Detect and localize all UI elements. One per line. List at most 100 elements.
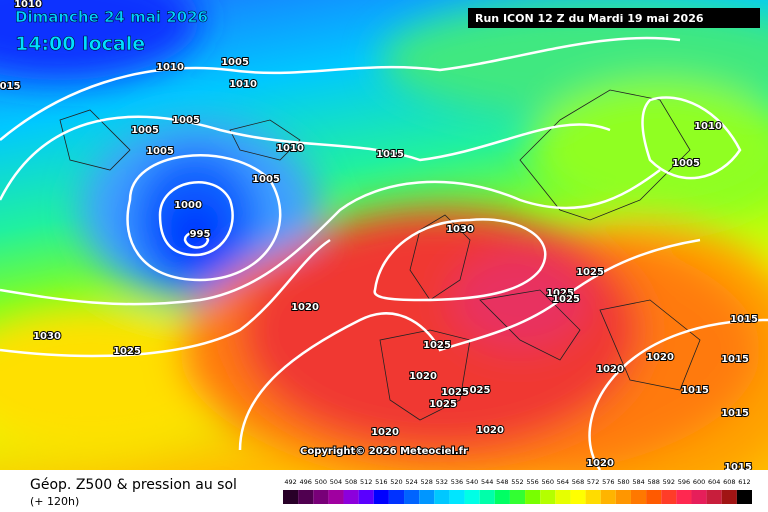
isobar-label: 1015 bbox=[376, 149, 404, 160]
isobar-label: 1020 bbox=[646, 352, 674, 363]
isobar-label: 1000 bbox=[174, 200, 202, 211]
legend-swatch bbox=[646, 490, 662, 504]
isobar-labels: 1010 015 1010 1005 1010 1005 1005 1005 1010 1015 1… bbox=[0, 0, 759, 474]
legend-label: 512 bbox=[360, 478, 372, 486]
legend-label: 564 bbox=[557, 478, 569, 486]
color-legend: 492 496 500 504 508 512 516 520 524 528 532 536 540 5… bbox=[283, 478, 752, 504]
legend-swatch bbox=[525, 490, 541, 504]
legend-swatch bbox=[615, 490, 631, 504]
legend-label: 500 bbox=[315, 478, 327, 486]
isobar-label: 1025 bbox=[429, 399, 457, 410]
legend-label: 532 bbox=[436, 478, 448, 486]
isobar-label: 1010 bbox=[229, 79, 257, 90]
legend-swatch bbox=[540, 490, 556, 504]
legend-swatch bbox=[721, 490, 737, 504]
isobar-label: 1010 bbox=[694, 121, 722, 132]
isobar-label: 1025 bbox=[576, 267, 604, 278]
copyright: Copyright© 2026 Meteociel.fr bbox=[300, 446, 468, 457]
isobar-label: 1030 bbox=[446, 224, 474, 235]
run-info: Run ICON 12 Z du Mardi 19 mai 2026 bbox=[475, 12, 704, 25]
legend-label: 600 bbox=[693, 478, 705, 486]
isobar-label: 1015 bbox=[681, 385, 709, 396]
legend-label: 580 bbox=[617, 478, 629, 486]
legend-swatch bbox=[343, 490, 359, 504]
isobar-label: 1025 bbox=[546, 288, 574, 299]
legend-swatch bbox=[494, 490, 510, 504]
legend-label: 592 bbox=[663, 478, 675, 486]
isobar-label: 1020 bbox=[586, 458, 614, 469]
legend-label: 536 bbox=[451, 478, 463, 486]
legend-label: 520 bbox=[390, 478, 402, 486]
legend-label: 540 bbox=[466, 478, 478, 486]
coastlines bbox=[59, 89, 701, 421]
isobar-label: 015 bbox=[0, 81, 20, 92]
legend-swatch bbox=[600, 490, 616, 504]
footer-subtitle: (+ 120h) bbox=[30, 495, 79, 508]
legend-swatch bbox=[404, 490, 420, 504]
isobar-label: 1020 bbox=[476, 425, 504, 436]
legend-label: 572 bbox=[587, 478, 599, 486]
isobar-label: 1030 bbox=[33, 331, 61, 342]
isobar-label: 1015 bbox=[721, 408, 749, 419]
legend-label: 516 bbox=[375, 478, 387, 486]
legend-label: 608 bbox=[723, 478, 735, 486]
legend-label: 528 bbox=[421, 478, 433, 486]
isobar-label: 1015 bbox=[721, 354, 749, 365]
isobar-label: 1025 bbox=[441, 387, 469, 398]
isobar-label: 995 bbox=[190, 229, 211, 240]
legend-swatch bbox=[434, 490, 450, 504]
isobar-label: 1020 bbox=[409, 371, 437, 382]
legend-swatch bbox=[706, 490, 722, 504]
legend-label: 584 bbox=[632, 478, 644, 486]
legend-label: 568 bbox=[572, 478, 584, 486]
footer-title: Géop. Z500 & pression au sol bbox=[30, 477, 237, 493]
legend-label: 492 bbox=[284, 478, 296, 486]
legend-swatch bbox=[736, 490, 752, 504]
forecast-time: 14:00 locale bbox=[15, 33, 145, 55]
isobar-label: 1025 bbox=[113, 346, 141, 357]
isobar-label: 1005 bbox=[172, 115, 200, 126]
isobar-label: 1010 bbox=[14, 0, 42, 10]
legend-label: 508 bbox=[345, 478, 357, 486]
legend-swatch bbox=[691, 490, 707, 504]
legend-label: 544 bbox=[481, 478, 493, 486]
isobars bbox=[0, 36, 768, 471]
isobar-label: 1015 bbox=[730, 314, 758, 325]
legend-swatch bbox=[298, 490, 314, 504]
legend-swatch bbox=[419, 490, 435, 504]
legend-label: 556 bbox=[526, 478, 538, 486]
legend-swatch bbox=[555, 490, 571, 504]
isobar-label: 1025 bbox=[423, 340, 451, 351]
isobar-label: 1010 bbox=[156, 62, 184, 73]
forecast-date: Dimanche 24 mai 2026 bbox=[15, 8, 208, 26]
legend-swatch bbox=[585, 490, 601, 504]
legend-swatch bbox=[630, 490, 647, 504]
isobar-label: 1005 bbox=[672, 158, 700, 169]
run-box bbox=[468, 8, 760, 28]
isobar-label: 1005 bbox=[131, 125, 159, 136]
legend-label: 576 bbox=[602, 478, 614, 486]
isobar-label: 1005 bbox=[146, 146, 174, 157]
legend-label: 560 bbox=[542, 478, 554, 486]
isobar-label: 1020 bbox=[596, 364, 624, 375]
legend-swatch bbox=[464, 490, 480, 504]
legend-swatch bbox=[661, 490, 677, 504]
legend-label: 612 bbox=[738, 478, 750, 486]
legend-label: 588 bbox=[647, 478, 659, 486]
legend-label: 504 bbox=[330, 478, 342, 486]
isobar-label: 1025 bbox=[552, 294, 580, 305]
isobar-label: 1010 bbox=[276, 143, 304, 154]
legend-label: 596 bbox=[678, 478, 690, 486]
legend-swatch bbox=[283, 490, 299, 504]
legend-swatch bbox=[509, 490, 526, 504]
isobar-label: 025 bbox=[470, 385, 491, 396]
legend-label: 496 bbox=[299, 478, 311, 486]
legend-label: 548 bbox=[496, 478, 508, 486]
isobar-label: 1005 bbox=[252, 174, 280, 185]
legend-swatch bbox=[479, 490, 495, 504]
legend-label: 604 bbox=[708, 478, 720, 486]
legend-label: 552 bbox=[511, 478, 523, 486]
legend-swatch bbox=[313, 490, 329, 504]
legend-swatch bbox=[373, 490, 389, 504]
